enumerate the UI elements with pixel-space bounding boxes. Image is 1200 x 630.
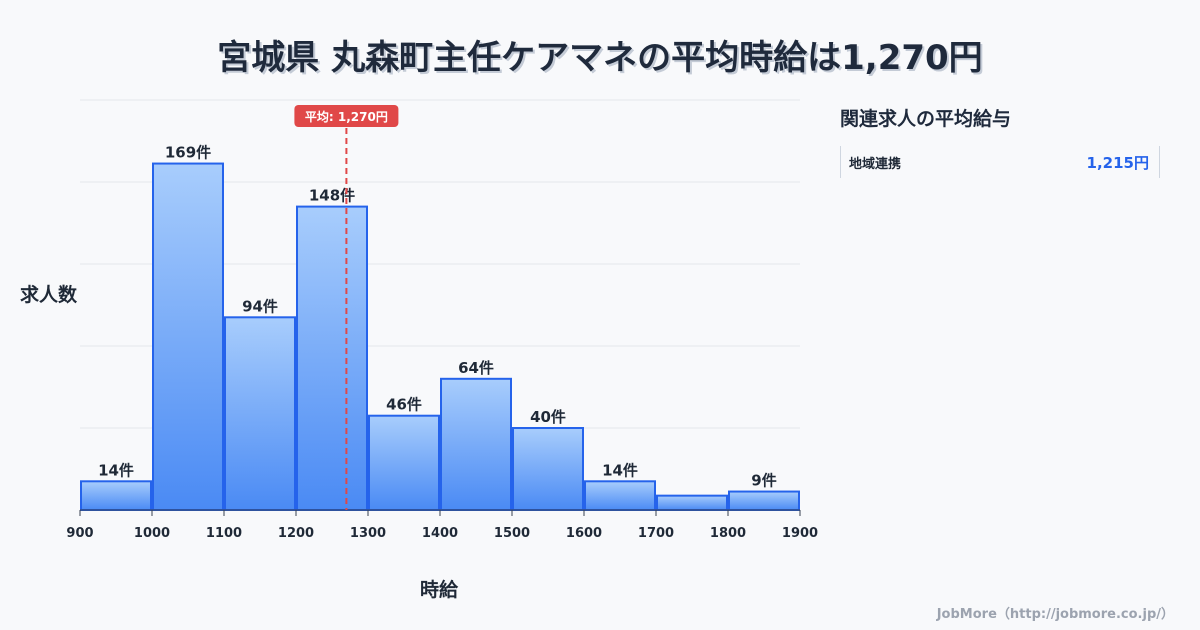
x-tick-label: 1200	[278, 526, 314, 541]
bar	[512, 427, 584, 511]
bar	[656, 494, 728, 511]
bar-label: 64件	[458, 359, 494, 377]
bar-label: 9件	[751, 472, 776, 490]
related-item-value: 1,215円	[1086, 153, 1149, 172]
related-item-name: 地域連携	[849, 156, 902, 172]
x-tick-label: 1000	[134, 526, 170, 541]
bar	[440, 377, 512, 511]
bar-label: 14件	[98, 461, 134, 479]
x-tick-label: 1100	[206, 526, 242, 541]
bar	[584, 480, 656, 511]
x-tick-label: 900	[66, 526, 93, 541]
bar-label: 40件	[530, 408, 566, 426]
x-tick-label: 1800	[710, 526, 746, 541]
chart-title: 宮城県 丸森町主任ケアマネの平均時給は1,270円	[217, 38, 983, 78]
x-tick-label: 1900	[782, 526, 818, 541]
related-item[interactable]: 地域連携 1,215円	[840, 146, 1160, 178]
x-axis-label: 時給	[420, 579, 459, 601]
x-tick-label: 1600	[566, 526, 602, 541]
bar	[728, 490, 800, 511]
x-tick-label: 1400	[422, 526, 458, 541]
bar-label: 148件	[309, 187, 355, 205]
bar-label: 14件	[602, 461, 638, 479]
x-tick-label: 1300	[350, 526, 386, 541]
mean-label: 平均: 1,270円	[305, 109, 388, 124]
bar	[296, 205, 368, 511]
x-tick-label: 1500	[494, 526, 530, 541]
bar-label: 46件	[386, 396, 422, 414]
y-axis-label: 求人数	[20, 284, 78, 306]
bar-label: 169件	[165, 144, 211, 162]
bar	[224, 316, 296, 511]
footer-credit: JobMore（http://jobmore.co.jp/）	[936, 607, 1174, 622]
bar	[368, 414, 440, 512]
mean-badge	[294, 105, 399, 127]
bar-label: 94件	[242, 297, 278, 315]
x-tick-label: 1700	[638, 526, 674, 541]
related-title: 関連求人の平均給与	[840, 108, 1012, 130]
bar	[80, 480, 152, 511]
bar	[152, 162, 224, 512]
